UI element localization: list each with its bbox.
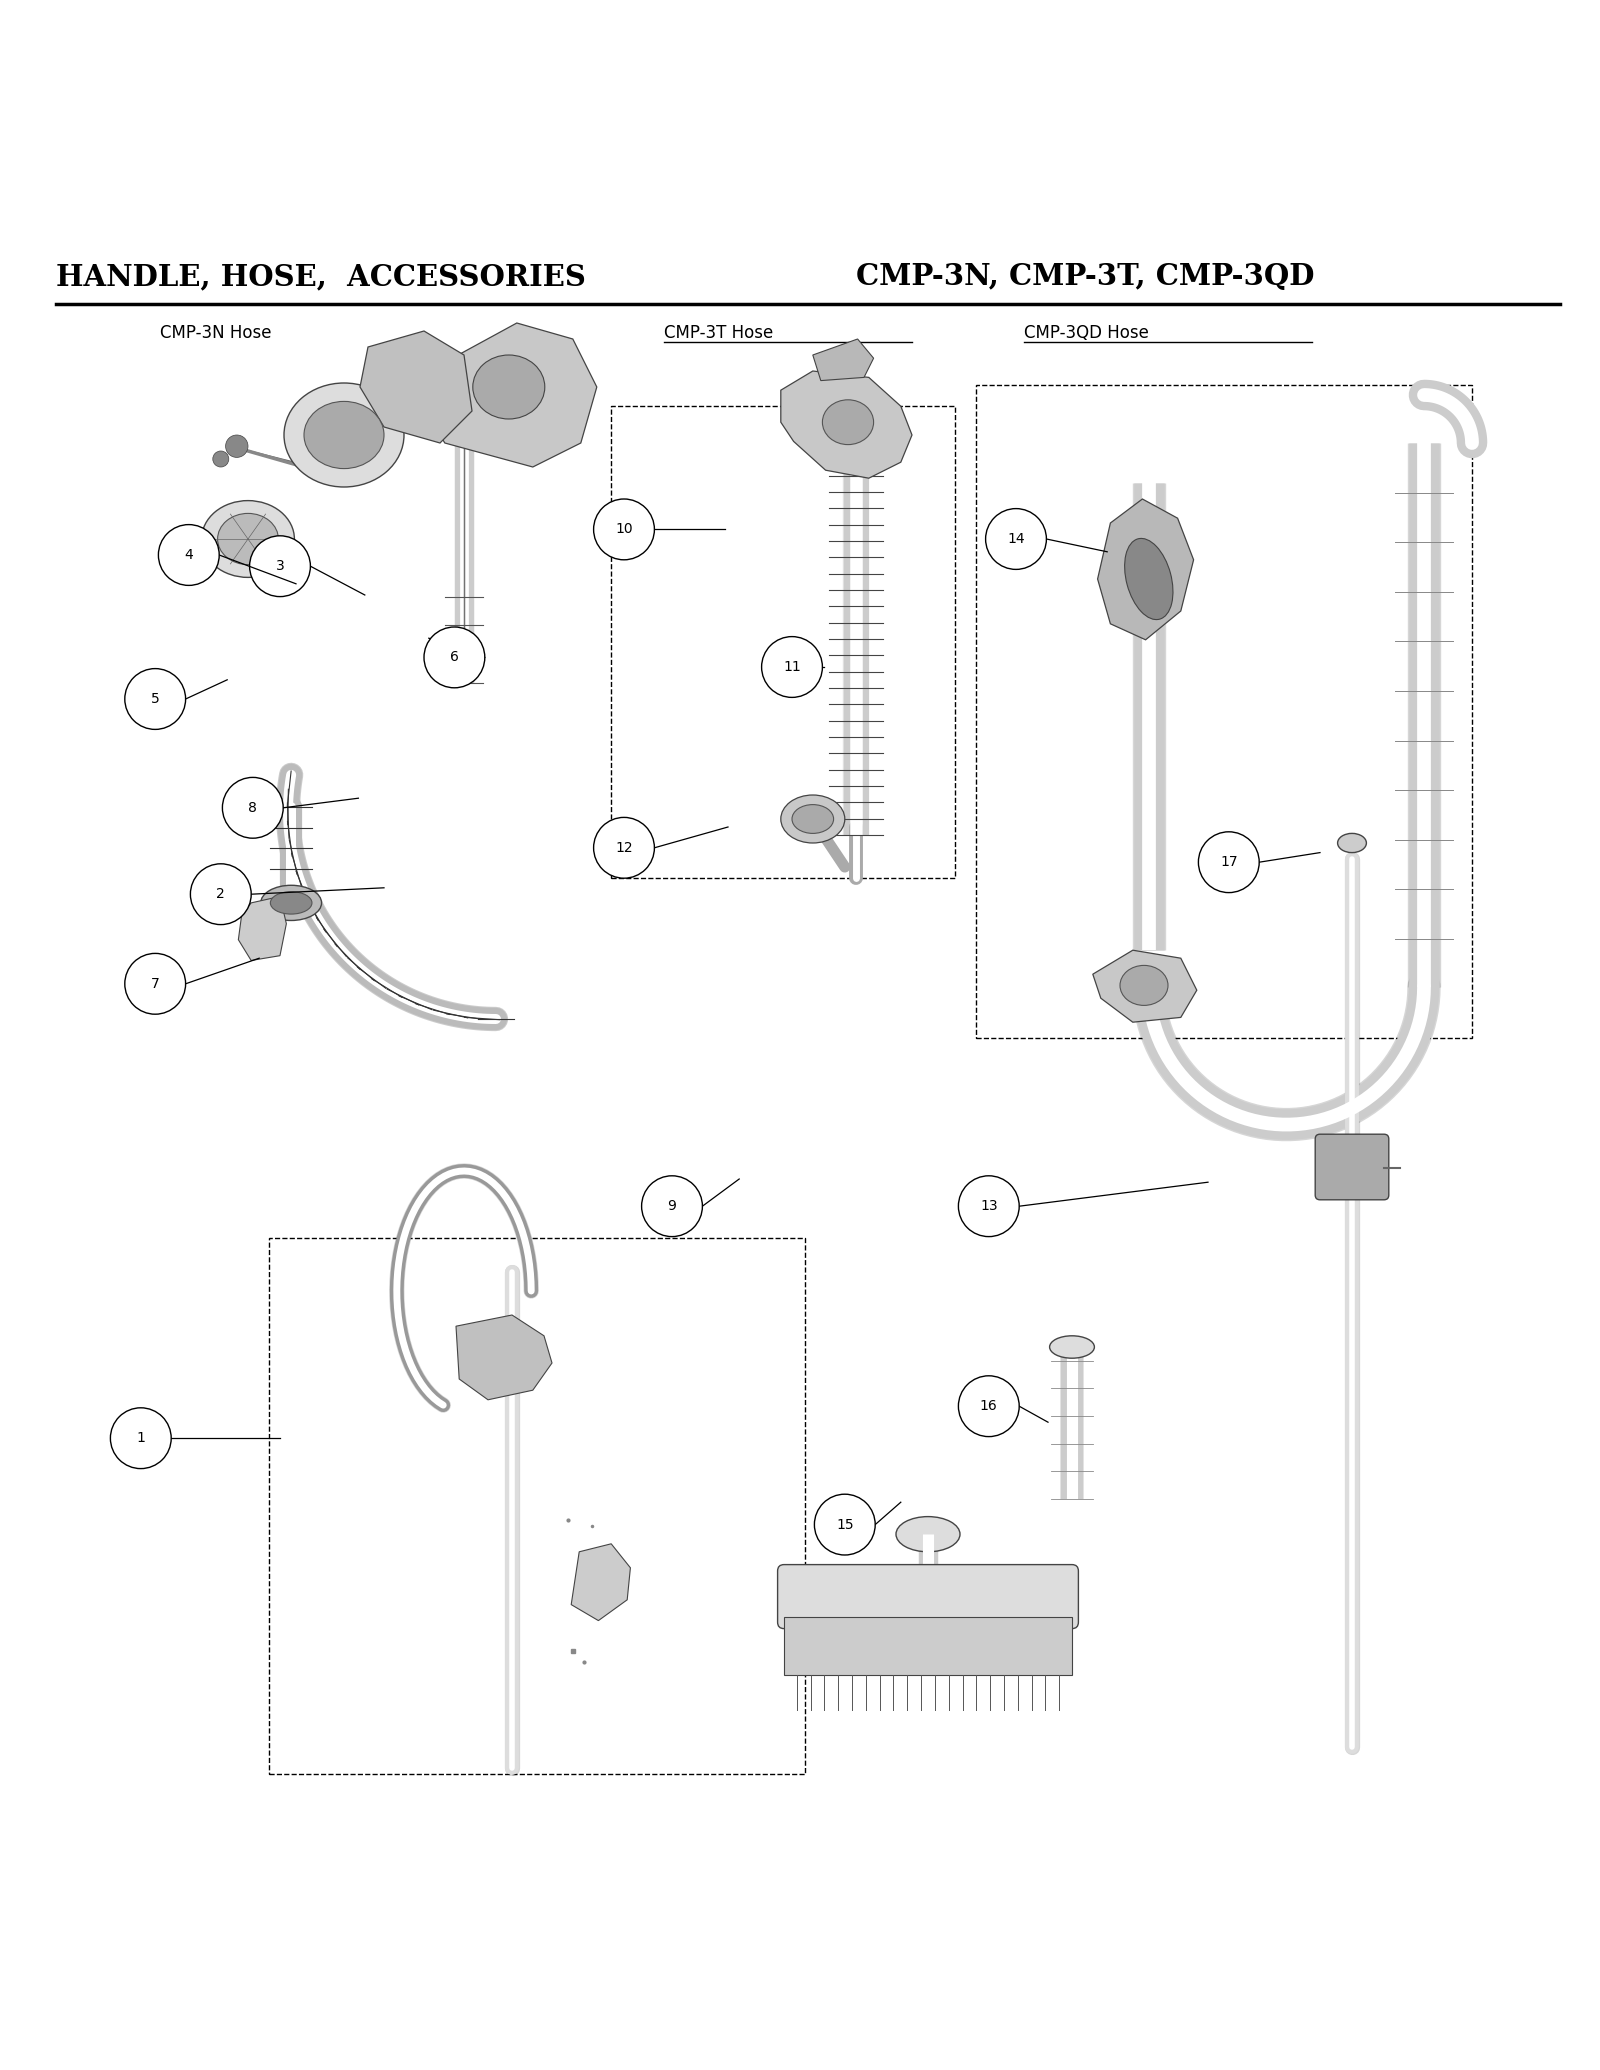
Text: CMP-3T Hose: CMP-3T Hose bbox=[664, 325, 773, 342]
Text: 2: 2 bbox=[216, 888, 226, 900]
Ellipse shape bbox=[896, 1517, 960, 1552]
Circle shape bbox=[125, 954, 186, 1014]
Text: 15: 15 bbox=[835, 1517, 854, 1532]
Circle shape bbox=[213, 451, 229, 468]
Text: 4: 4 bbox=[184, 549, 194, 561]
Circle shape bbox=[125, 669, 186, 729]
Ellipse shape bbox=[822, 400, 874, 445]
Circle shape bbox=[424, 627, 485, 687]
Text: 5: 5 bbox=[150, 691, 160, 706]
Ellipse shape bbox=[792, 805, 834, 834]
Polygon shape bbox=[360, 331, 472, 443]
Bar bbox=[269, 1238, 805, 1774]
Text: 17: 17 bbox=[1219, 855, 1238, 869]
Polygon shape bbox=[781, 371, 912, 478]
Ellipse shape bbox=[1120, 965, 1168, 1006]
Circle shape bbox=[158, 524, 219, 586]
Ellipse shape bbox=[285, 383, 403, 486]
Bar bbox=[611, 406, 955, 878]
Circle shape bbox=[642, 1176, 702, 1236]
Text: HANDLE, HOSE,  ACCESSORIES: HANDLE, HOSE, ACCESSORIES bbox=[56, 263, 586, 292]
Circle shape bbox=[1198, 832, 1259, 892]
FancyBboxPatch shape bbox=[1315, 1134, 1389, 1201]
Text: 16: 16 bbox=[979, 1399, 998, 1414]
Circle shape bbox=[594, 818, 654, 878]
Text: 8: 8 bbox=[248, 801, 258, 816]
Ellipse shape bbox=[1125, 538, 1173, 619]
Polygon shape bbox=[456, 1314, 552, 1399]
Text: CMP-3QD Hose: CMP-3QD Hose bbox=[1024, 325, 1149, 342]
Text: CMP-3N, CMP-3T, CMP-3QD: CMP-3N, CMP-3T, CMP-3QD bbox=[856, 263, 1315, 292]
Ellipse shape bbox=[1050, 1335, 1094, 1358]
Circle shape bbox=[958, 1176, 1019, 1236]
Polygon shape bbox=[421, 323, 597, 468]
Polygon shape bbox=[1093, 950, 1197, 1023]
Circle shape bbox=[814, 1495, 875, 1555]
Ellipse shape bbox=[261, 886, 322, 921]
Circle shape bbox=[190, 863, 251, 925]
Text: 10: 10 bbox=[614, 522, 634, 536]
Text: 12: 12 bbox=[614, 840, 634, 855]
Ellipse shape bbox=[1338, 834, 1366, 853]
Bar bbox=[784, 1617, 1072, 1675]
Circle shape bbox=[110, 1408, 171, 1468]
Polygon shape bbox=[1098, 499, 1194, 640]
Polygon shape bbox=[813, 339, 874, 381]
Text: 13: 13 bbox=[979, 1199, 998, 1213]
Text: CMP-3N Hose: CMP-3N Hose bbox=[160, 325, 272, 342]
Circle shape bbox=[986, 509, 1046, 569]
Ellipse shape bbox=[270, 892, 312, 915]
Circle shape bbox=[222, 778, 283, 838]
Polygon shape bbox=[571, 1544, 630, 1621]
Ellipse shape bbox=[304, 402, 384, 468]
Ellipse shape bbox=[474, 354, 544, 418]
Text: 7: 7 bbox=[150, 977, 160, 992]
Text: 14: 14 bbox=[1006, 532, 1026, 546]
Circle shape bbox=[762, 638, 822, 698]
Ellipse shape bbox=[218, 513, 278, 565]
Ellipse shape bbox=[781, 795, 845, 842]
Circle shape bbox=[250, 536, 310, 596]
Circle shape bbox=[958, 1377, 1019, 1437]
Text: 11: 11 bbox=[782, 660, 802, 675]
Ellipse shape bbox=[202, 501, 294, 578]
Text: 3: 3 bbox=[275, 559, 285, 573]
Circle shape bbox=[226, 435, 248, 457]
FancyBboxPatch shape bbox=[778, 1565, 1078, 1629]
Bar bbox=[976, 385, 1472, 1039]
Text: 9: 9 bbox=[667, 1199, 677, 1213]
Polygon shape bbox=[238, 896, 286, 960]
Text: 1: 1 bbox=[136, 1430, 146, 1445]
Text: 6: 6 bbox=[450, 650, 459, 664]
Circle shape bbox=[594, 499, 654, 559]
